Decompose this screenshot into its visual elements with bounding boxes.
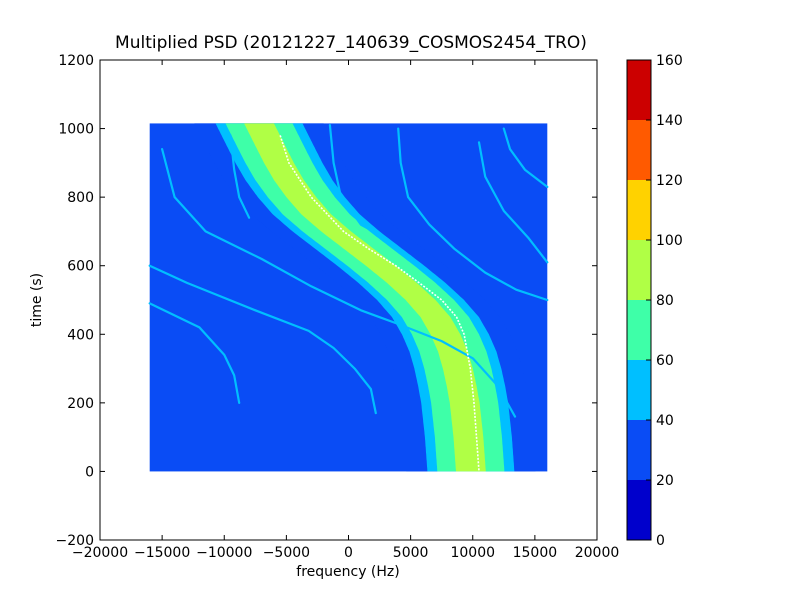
plot-area — [99, 59, 598, 541]
x-tick-label: −5000 — [263, 545, 310, 561]
colorbar-level-0 — [627, 480, 651, 540]
secondary-track-0 — [161, 148, 517, 418]
x-tick-label: 10000 — [450, 545, 495, 561]
colorbar-level-7 — [627, 60, 651, 120]
colorbar-tick-label: 140 — [656, 113, 683, 129]
colorbar-tick-label: 160 — [656, 53, 683, 69]
colorbar-tick-label: 80 — [656, 293, 674, 309]
y-tick-label: −200 — [56, 533, 94, 549]
colorbar: 0 20 40 60 80 100 120 140 160 — [626, 53, 683, 549]
y-tick-label: 1200 — [58, 53, 94, 69]
colorbar-level-1 — [627, 420, 651, 480]
peak-track-line — [279, 135, 480, 472]
y-axis-ticks: −200 0 200 400 600 800 1000 1200 — [56, 53, 597, 549]
secondary-track-6 — [229, 134, 251, 219]
x-tick-label: 15000 — [513, 545, 558, 561]
heatmap — [148, 123, 549, 472]
chart-title: Multiplied PSD (20121227_140639_COSMOS24… — [115, 33, 587, 53]
x-axis-label: frequency (Hz) — [296, 564, 399, 580]
x-axis-ticks: −20000 −15000 −10000 −5000 0 5000 10000 15000 20… — [72, 60, 619, 561]
y-tick-label: 400 — [67, 327, 94, 343]
main-track-band-3 — [244, 123, 486, 472]
colorbar-level-3 — [627, 300, 651, 360]
colorbar-level-2 — [627, 360, 651, 420]
y-tick-label: 600 — [67, 259, 94, 275]
x-tick-label: 5000 — [393, 545, 429, 561]
colorbar-tick-label: 20 — [656, 473, 674, 489]
secondary-track-1 — [397, 127, 549, 302]
y-tick-label: 1000 — [58, 122, 94, 138]
y-tick-label: 0 — [85, 464, 94, 480]
y-tick-label: 200 — [67, 396, 94, 412]
colorbar-tick-label: 120 — [656, 173, 683, 189]
secondary-track-7 — [502, 127, 549, 188]
colorbar-tick-label: 40 — [656, 413, 674, 429]
y-axis-label: time (s) — [29, 273, 45, 327]
y-tick-label: 800 — [67, 190, 94, 206]
secondary-track-2 — [477, 141, 549, 264]
secondary-track-3 — [328, 124, 387, 240]
colorbar-level-5 — [627, 180, 651, 240]
x-tick-label: 0 — [344, 545, 353, 561]
colorbar-tick-label: 0 — [656, 533, 665, 549]
colorbar-tick-label: 100 — [656, 233, 683, 249]
colorbar-level-4 — [627, 240, 651, 300]
x-tick-label: −20000 — [72, 545, 128, 561]
x-tick-label: −15000 — [134, 545, 190, 561]
x-tick-label: 20000 — [575, 545, 620, 561]
x-tick-label: −10000 — [196, 545, 252, 561]
colorbar-tick-label: 60 — [656, 353, 674, 369]
secondary-track-5 — [148, 302, 241, 404]
peak-line — [279, 135, 480, 472]
main-track-band-2 — [225, 123, 505, 472]
colorbar-level-6 — [627, 120, 651, 180]
secondary-track-4 — [148, 264, 377, 415]
